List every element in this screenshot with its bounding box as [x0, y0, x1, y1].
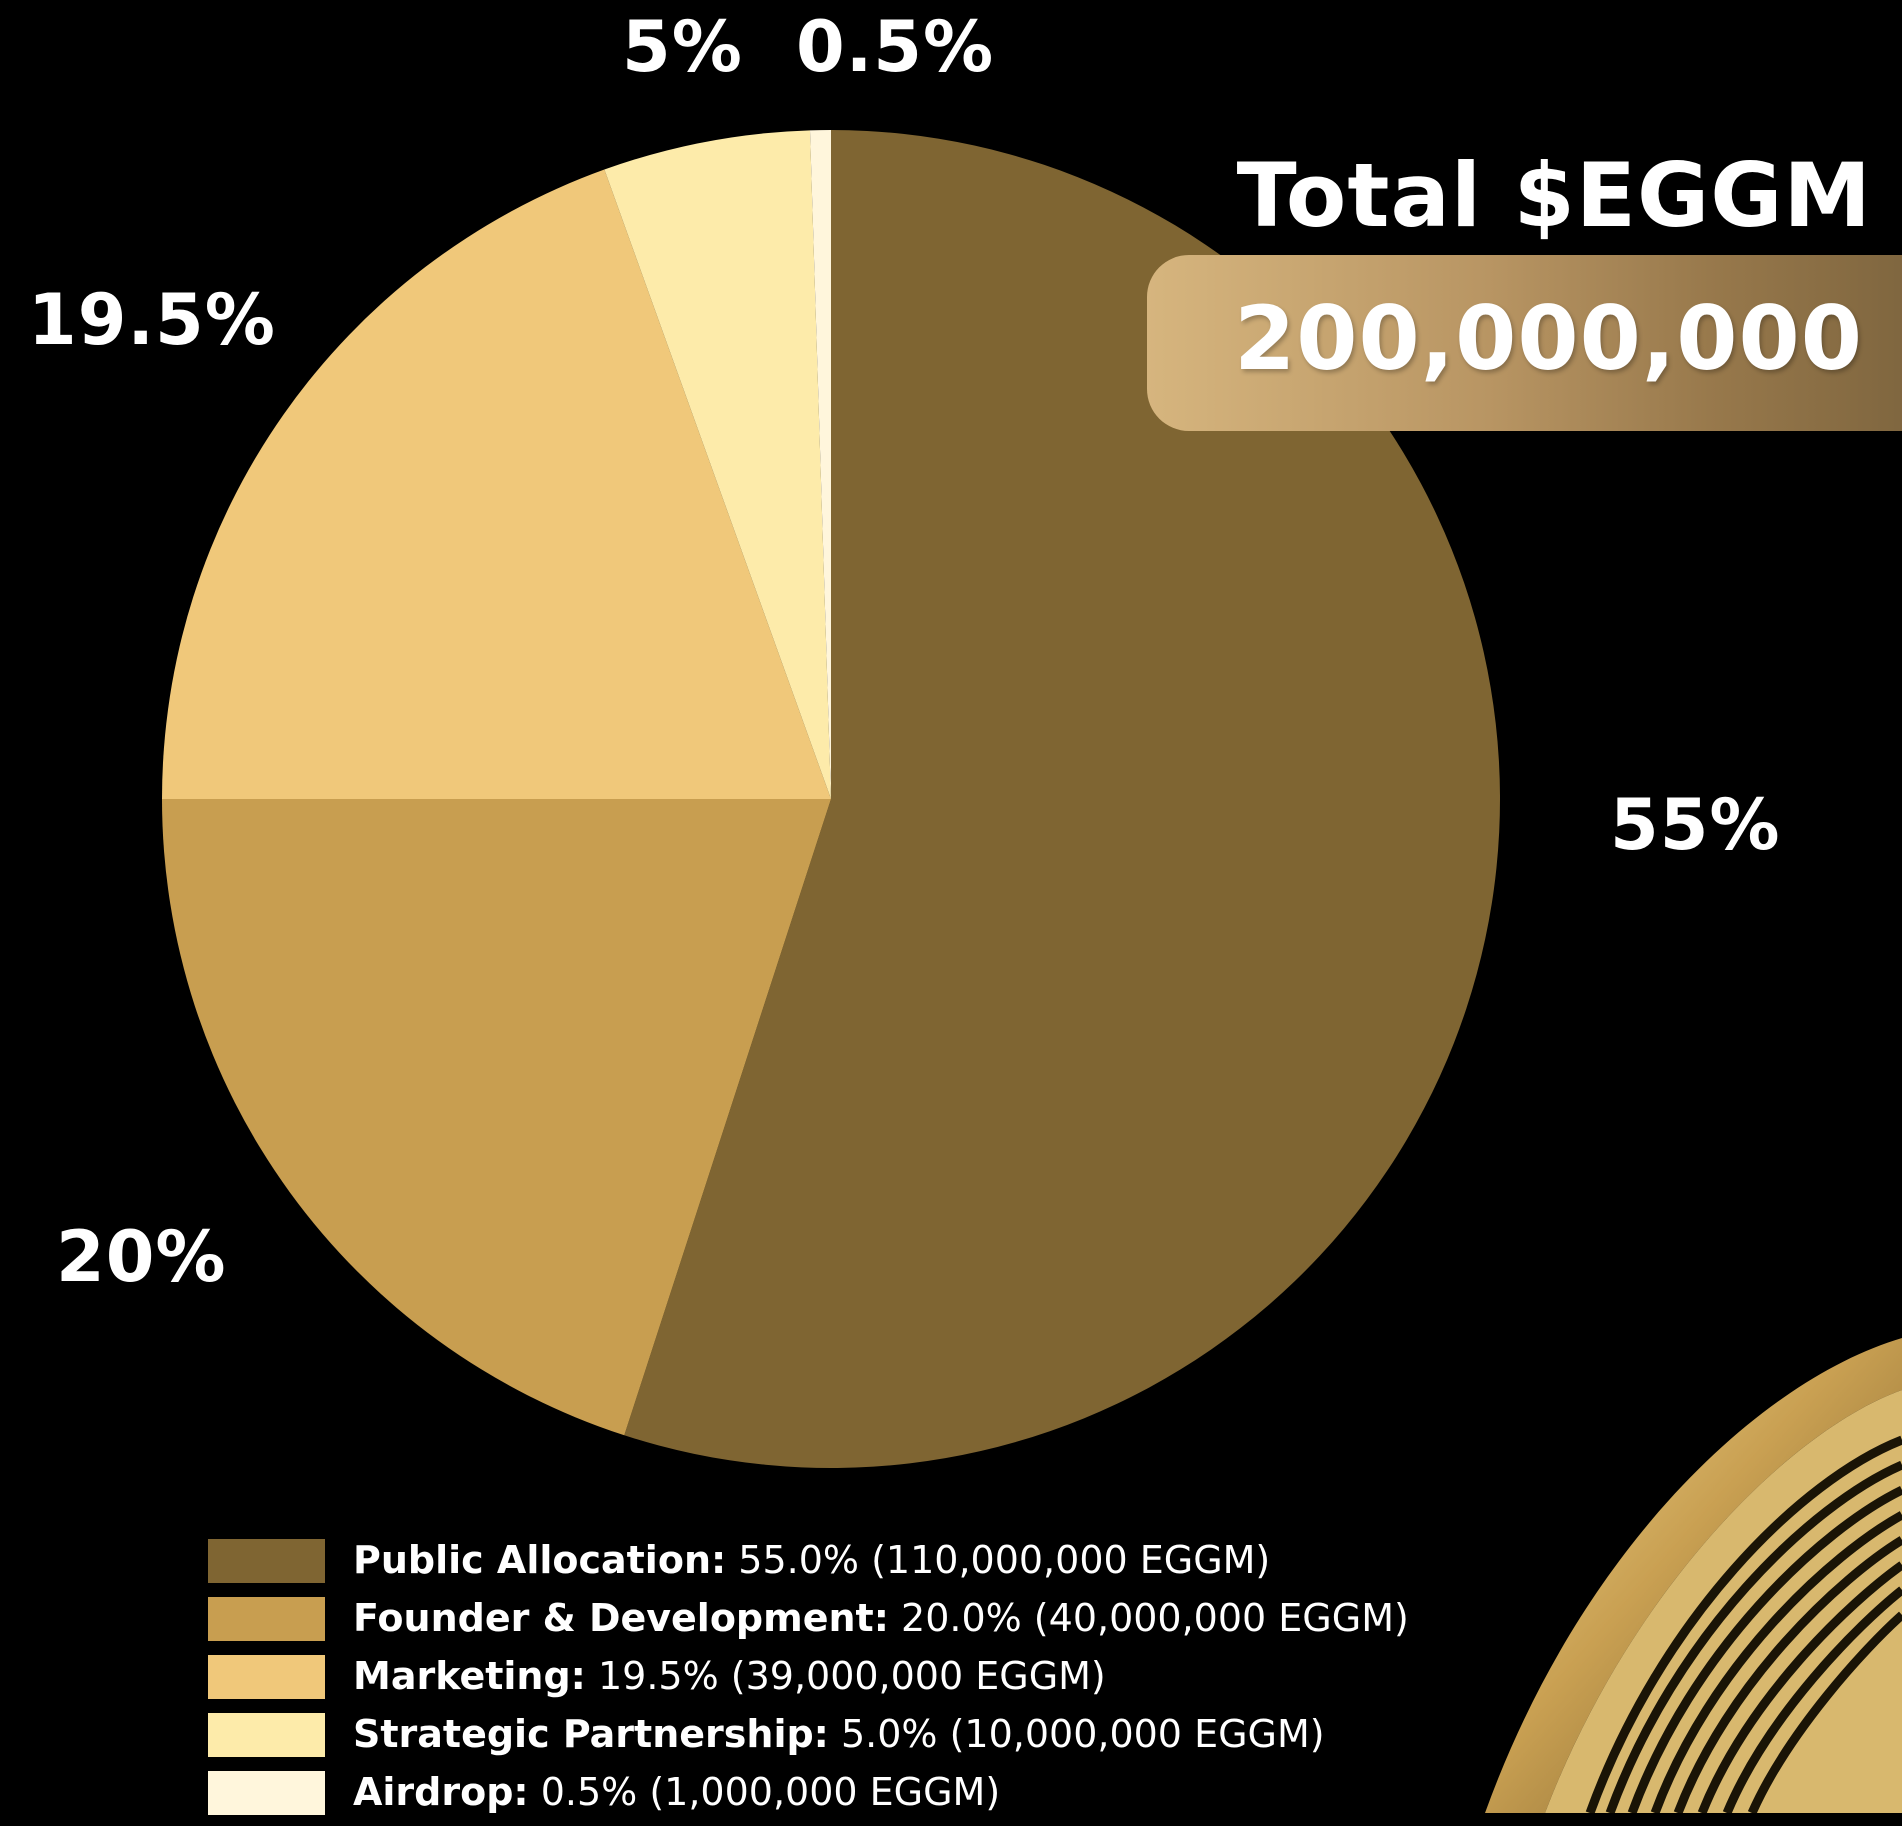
legend-name: Public Allocation:: [353, 1538, 727, 1582]
legend-swatch: [208, 1771, 325, 1815]
legend-text: Strategic Partnership: 5.0% (10,000,000 …: [353, 1712, 1325, 1756]
pie-slice-founder-development: [162, 799, 831, 1436]
legend-name: Founder & Development:: [353, 1596, 889, 1640]
legend-swatch: [208, 1597, 325, 1641]
pie-slice-strategic-partnership: [604, 130, 831, 800]
slice-label-marketing: 19.5%: [28, 279, 276, 361]
legend-text: Founder & Development: 20.0% (40,000,000…: [353, 1596, 1409, 1640]
slice-label-founder-development: 20%: [56, 1216, 227, 1298]
pie-slice-airdrop: [809, 130, 831, 799]
slice-label-airdrop: 0.5%: [796, 6, 995, 88]
legend-text: Public Allocation: 55.0% (110,000,000 EG…: [353, 1538, 1271, 1582]
legend-detail: 5.0% (10,000,000 EGGM): [840, 1712, 1325, 1756]
slice-label-public-allocation: 55%: [1610, 784, 1781, 866]
total-badge: 200,000,000: [1147, 255, 1902, 431]
legend-detail: 0.5% (1,000,000 EGGM): [540, 1770, 1001, 1814]
legend-detail: 55.0% (110,000,000 EGGM): [738, 1538, 1271, 1582]
legend-detail: 20.0% (40,000,000 EGGM): [901, 1596, 1409, 1640]
slice-label-strategic-partnership: 5%: [622, 6, 743, 88]
legend-detail: 19.5% (39,000,000 EGGM): [597, 1654, 1106, 1698]
legend-text: Airdrop: 0.5% (1,000,000 EGGM): [353, 1770, 1001, 1814]
total-title: Total $EGGM: [1236, 144, 1872, 247]
total-value: 200,000,000: [1234, 287, 1863, 390]
pie-slice-marketing: [162, 169, 831, 799]
legend-swatch: [208, 1713, 325, 1757]
legend-name: Marketing:: [353, 1654, 586, 1698]
legend-name: Strategic Partnership:: [353, 1712, 829, 1756]
gold-coin-decoration: [1485, 1338, 1902, 1813]
legend-name: Airdrop:: [353, 1770, 529, 1814]
pie-slice-public-allocation: [624, 130, 1500, 1468]
pie-slices: [162, 130, 1500, 1468]
legend-swatch: [208, 1655, 325, 1699]
legend-text: Marketing: 19.5% (39,000,000 EGGM): [353, 1654, 1106, 1698]
legend-swatch: [208, 1539, 325, 1583]
